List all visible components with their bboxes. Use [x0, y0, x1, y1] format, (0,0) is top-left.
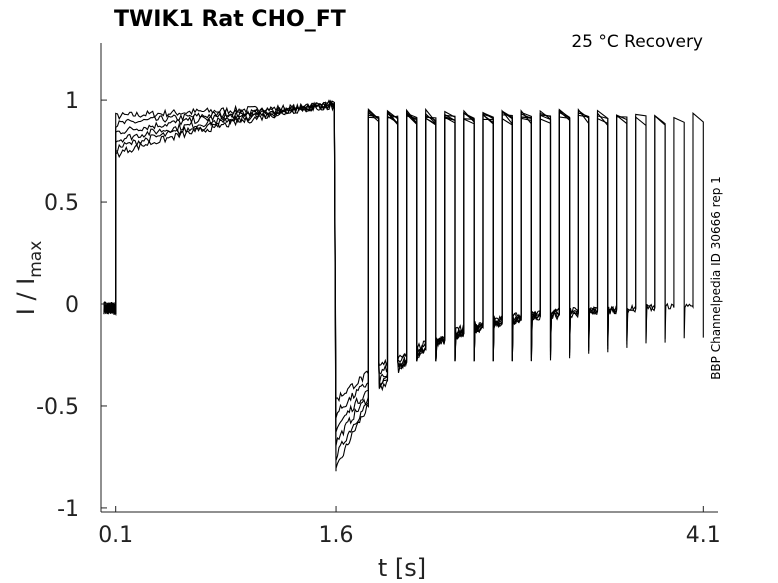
- traces: [103, 99, 704, 472]
- trace-1: [103, 101, 532, 472]
- plot-area: [100, 43, 718, 513]
- y-tick-label: -0.5: [36, 395, 79, 420]
- x-tick-label: 4.1: [686, 523, 721, 548]
- side-note: BBP Channelpedia ID 30666 rep 1: [709, 176, 723, 380]
- x-axis-ticks: 0.1 1.6 4.1: [98, 506, 721, 548]
- trace-2: [103, 102, 571, 461]
- x-tick-label: 1.6: [319, 523, 354, 548]
- trace-5: [103, 99, 666, 418]
- y-axis-ticks: -1 -0.5 0 0.5 1: [36, 89, 107, 522]
- x-tick-label: 0.1: [98, 523, 133, 548]
- chart-title: TWIK1 Rat CHO_FT: [114, 7, 346, 32]
- y-axis-label-main: I / I: [12, 278, 40, 316]
- y-tick-label: 1: [65, 89, 79, 114]
- side-note-text: BBP Channelpedia ID 30666 rep 1: [709, 176, 723, 380]
- y-tick-label: -1: [57, 497, 79, 522]
- y-axis-label: I / Imax: [12, 241, 46, 316]
- chart-subtitle: 25 °C Recovery: [571, 32, 703, 52]
- y-tick-label: 0: [65, 293, 79, 318]
- y-tick-label: 0.5: [44, 191, 79, 216]
- x-axis-label: t [s]: [378, 554, 426, 582]
- trace-6: [103, 99, 704, 403]
- y-axis-label-sub: max: [26, 241, 46, 278]
- trace-4: [103, 101, 628, 433]
- svg-text:I / Imax: I / Imax: [12, 241, 46, 316]
